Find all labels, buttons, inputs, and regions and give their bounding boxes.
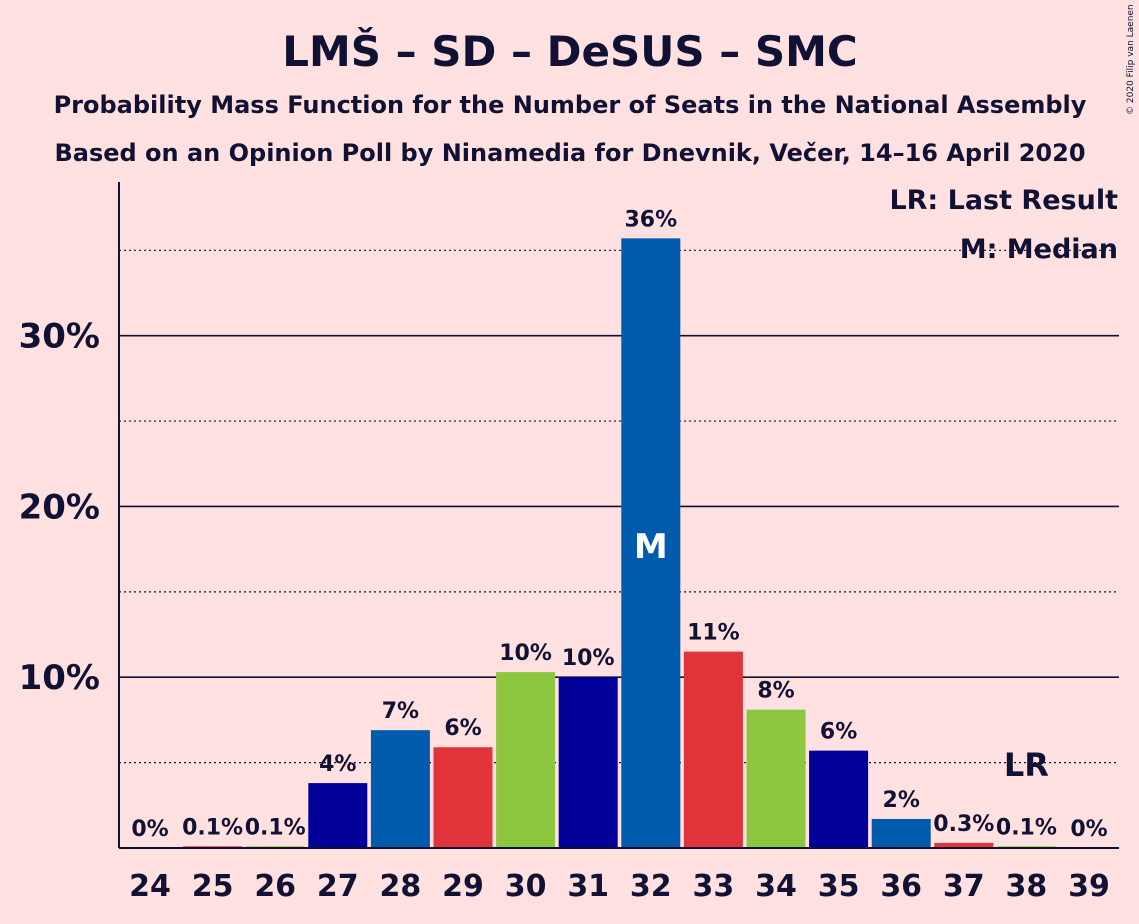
- x-tick-25: 25: [192, 869, 234, 904]
- bar-29: [433, 747, 493, 848]
- y-tick-label: 30%: [19, 317, 100, 357]
- bar-35: [809, 750, 869, 848]
- x-tick-39: 39: [1068, 869, 1110, 904]
- y-tick-label: 20%: [19, 487, 100, 527]
- chart-subtitle: Probability Mass Function for the Number…: [54, 91, 1087, 119]
- value-label-30: 10%: [499, 641, 552, 666]
- x-tick-24: 24: [129, 869, 171, 904]
- y-axis-ticks: 10% 20% 30%: [19, 317, 100, 699]
- gridlines: [119, 249, 1119, 764]
- legend: LR: Last Result M: Median: [889, 185, 1118, 265]
- x-tick-36: 36: [880, 869, 922, 904]
- value-label-37: 0.3%: [933, 812, 994, 837]
- value-label-33: 11%: [687, 621, 740, 646]
- value-label-35: 6%: [820, 720, 857, 745]
- bar-33: [683, 651, 743, 848]
- legend-median: M: Median: [960, 234, 1118, 265]
- legend-last-result: LR: Last Result: [889, 185, 1118, 216]
- bar-27: [308, 783, 368, 848]
- x-tick-30: 30: [505, 869, 547, 904]
- bar-36: [871, 818, 931, 848]
- chart-subtitle-poll: Based on an Opinion Poll by Ninamedia fo…: [54, 139, 1085, 167]
- value-label-31: 10%: [562, 646, 615, 671]
- value-label-26: 0.1%: [245, 815, 306, 840]
- bar-30: [496, 672, 556, 848]
- x-tick-29: 29: [442, 869, 484, 904]
- copyright-note: © 2020 Filip van Laenen: [1126, 4, 1136, 115]
- x-axis-ticks: 24 25 26 27 28 29 30 31 32 33 34 35 36 37 38 39: [129, 869, 1110, 904]
- x-tick-27: 27: [317, 869, 359, 904]
- bar-32: [621, 238, 681, 848]
- x-tick-34: 34: [755, 869, 797, 904]
- y-tick-label: 10%: [19, 658, 100, 698]
- value-label-27: 4%: [319, 752, 356, 777]
- value-label-28: 7%: [382, 699, 419, 724]
- bar-28: [370, 730, 430, 848]
- x-tick-33: 33: [693, 869, 735, 904]
- chart-title: LMŠ – SD – DeSUS – SMC: [282, 26, 857, 76]
- value-label-24: 0%: [131, 817, 168, 842]
- value-label-25: 0.1%: [182, 815, 243, 840]
- median-marker: M: [634, 527, 668, 567]
- value-label-34: 8%: [757, 679, 794, 704]
- last-result-marker: LR: [1004, 746, 1049, 784]
- x-tick-26: 26: [254, 869, 296, 904]
- x-tick-35: 35: [818, 869, 860, 904]
- x-tick-28: 28: [380, 869, 422, 904]
- value-label-36: 2%: [883, 788, 920, 813]
- x-tick-38: 38: [1006, 869, 1048, 904]
- x-tick-31: 31: [567, 869, 609, 904]
- bar-34: [746, 709, 806, 848]
- bar-37: [934, 842, 994, 848]
- x-tick-32: 32: [630, 869, 672, 904]
- value-label-32: 36%: [624, 207, 677, 232]
- bars: [183, 238, 1056, 848]
- x-tick-37: 37: [943, 869, 985, 904]
- value-label-29: 6%: [444, 716, 481, 741]
- value-label-39: 0%: [1070, 817, 1107, 842]
- bar-31: [558, 677, 618, 848]
- value-label-38: 0.1%: [996, 815, 1057, 840]
- value-labels: 0% 0.1% 0.1%4%7%6%10% 10%36%11%8%6%2%0.3% 0.…: [131, 207, 1107, 842]
